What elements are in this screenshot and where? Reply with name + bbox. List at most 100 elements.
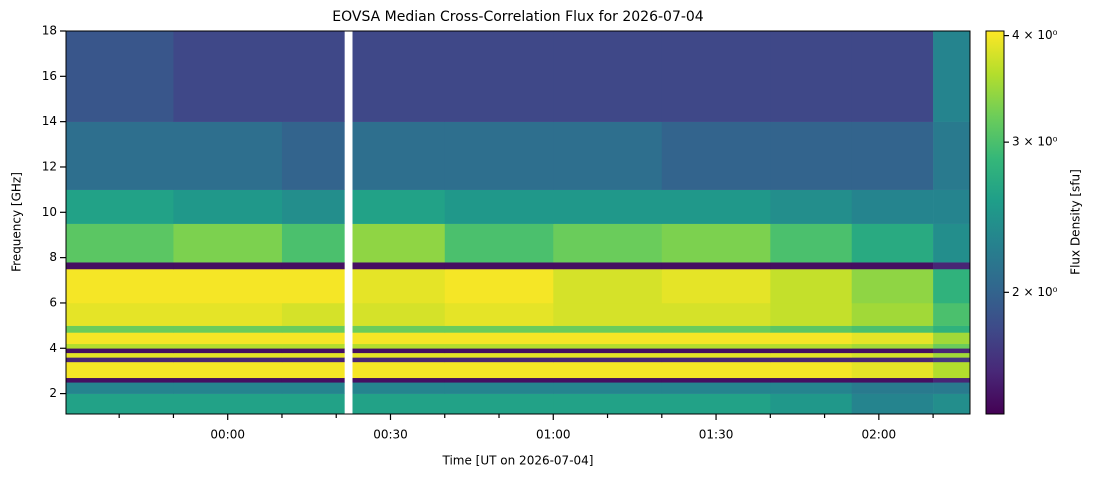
heatmap-cell xyxy=(661,223,771,263)
y-tick-label: 10 xyxy=(42,205,57,219)
heatmap-cell xyxy=(770,343,853,349)
y-tick-label: 14 xyxy=(42,114,57,128)
heatmap-cell xyxy=(173,382,283,394)
x-tick-label: 00:00 xyxy=(210,428,245,442)
heatmap-cell xyxy=(661,348,771,354)
heatmap-cell xyxy=(281,262,345,270)
heatmap-cell xyxy=(66,343,174,349)
heatmap-cell xyxy=(933,393,971,415)
heatmap-cell xyxy=(851,332,934,345)
heatmap-cell xyxy=(281,325,345,333)
heatmap-cell xyxy=(851,343,934,349)
heatmap-cell xyxy=(661,325,771,333)
heatmap-cell xyxy=(66,268,174,304)
heatmap-cell xyxy=(553,352,663,358)
heatmap-cell xyxy=(553,325,663,333)
heatmap-cell xyxy=(66,189,174,224)
heatmap-cell xyxy=(173,262,283,270)
heatmap-cell xyxy=(770,262,853,270)
heatmap-cell xyxy=(444,361,554,379)
y-tick-label: 4 xyxy=(49,341,57,355)
heatmap-cell xyxy=(933,361,971,379)
heatmap-cell xyxy=(281,189,345,224)
heatmap-cell xyxy=(173,31,283,122)
heatmap-cell xyxy=(66,262,174,270)
heatmap-cell xyxy=(281,121,345,190)
heatmap-cell xyxy=(281,393,345,415)
y-tick-label: 12 xyxy=(42,159,57,173)
heatmap-cell xyxy=(770,393,853,415)
heatmap-cell xyxy=(173,121,283,190)
heatmap-cell xyxy=(281,31,345,122)
heatmap-cell xyxy=(66,357,174,363)
heatmap-cell xyxy=(444,352,554,358)
heatmap-cell xyxy=(553,357,663,363)
heatmap-cell xyxy=(66,31,174,122)
heatmap-cell xyxy=(933,348,971,354)
heatmap-cell xyxy=(444,268,554,304)
heatmap-cell xyxy=(661,361,771,379)
heatmap-cell xyxy=(661,343,771,349)
heatmap-cell xyxy=(770,332,853,345)
heatmap-cell xyxy=(173,302,283,326)
x-tick-label: 01:00 xyxy=(536,428,571,442)
heatmap-cell xyxy=(352,268,446,304)
heatmap-cell xyxy=(173,377,283,383)
heatmap-cell xyxy=(661,31,771,122)
heatmap-cell xyxy=(553,262,663,270)
heatmap-cell xyxy=(851,352,934,358)
heatmap-cell xyxy=(352,348,446,354)
heatmap-cell xyxy=(851,348,934,354)
heatmap-cell xyxy=(851,325,934,333)
heatmap-cell xyxy=(851,382,934,394)
heatmap-cell xyxy=(553,382,663,394)
heatmap-cell xyxy=(352,189,446,224)
heatmap-cell xyxy=(173,223,283,263)
heatmap-cell xyxy=(933,189,971,224)
heatmap-cell xyxy=(444,332,554,345)
heatmap-cell xyxy=(444,31,554,122)
heatmap-cell xyxy=(770,382,853,394)
heatmap-cell xyxy=(173,189,283,224)
chart-title: EOVSA Median Cross-Correlation Flux for … xyxy=(332,9,704,25)
heatmap-cell xyxy=(770,31,853,122)
heatmap-cell xyxy=(661,189,771,224)
heatmap-cell xyxy=(173,393,283,415)
heatmap-cell xyxy=(281,302,345,326)
heatmap-cell xyxy=(352,262,446,270)
heatmap-cell xyxy=(553,348,663,354)
x-tick-label: 01:30 xyxy=(699,428,734,442)
heatmap-cell xyxy=(770,189,853,224)
heatmap-cell xyxy=(553,31,663,122)
heatmap-cell xyxy=(173,348,283,354)
heatmap-cell xyxy=(851,302,934,326)
heatmap-cell xyxy=(66,382,174,394)
heatmap-cell xyxy=(352,393,446,415)
heatmap-cell xyxy=(281,268,345,304)
heatmap-cell xyxy=(66,348,174,354)
heatmap-cell xyxy=(444,325,554,333)
heatmap-cell xyxy=(66,223,174,263)
heatmap-cell xyxy=(66,302,174,326)
heatmap-cell xyxy=(851,121,934,190)
heatmap-cell xyxy=(553,361,663,379)
heatmap-cell xyxy=(352,325,446,333)
heatmap-cell xyxy=(66,325,174,333)
y-tick-label: 8 xyxy=(49,250,57,264)
x-tick-label: 02:00 xyxy=(862,428,897,442)
heatmap-cell xyxy=(352,31,446,122)
heatmap-cell xyxy=(851,31,934,122)
heatmap-cell xyxy=(661,382,771,394)
heatmap-cell xyxy=(553,223,663,263)
heatmap-cell xyxy=(281,352,345,358)
y-tick-label: 6 xyxy=(49,295,57,309)
heatmap-cell xyxy=(281,357,345,363)
heatmap-cell xyxy=(661,357,771,363)
heatmap-cell xyxy=(553,189,663,224)
heatmap-cell xyxy=(553,343,663,349)
heatmap-cell xyxy=(173,357,283,363)
heatmap-cell xyxy=(933,268,971,304)
heatmap-cell xyxy=(933,121,971,190)
heatmap-cell xyxy=(66,121,174,190)
heatmap-cell xyxy=(173,268,283,304)
